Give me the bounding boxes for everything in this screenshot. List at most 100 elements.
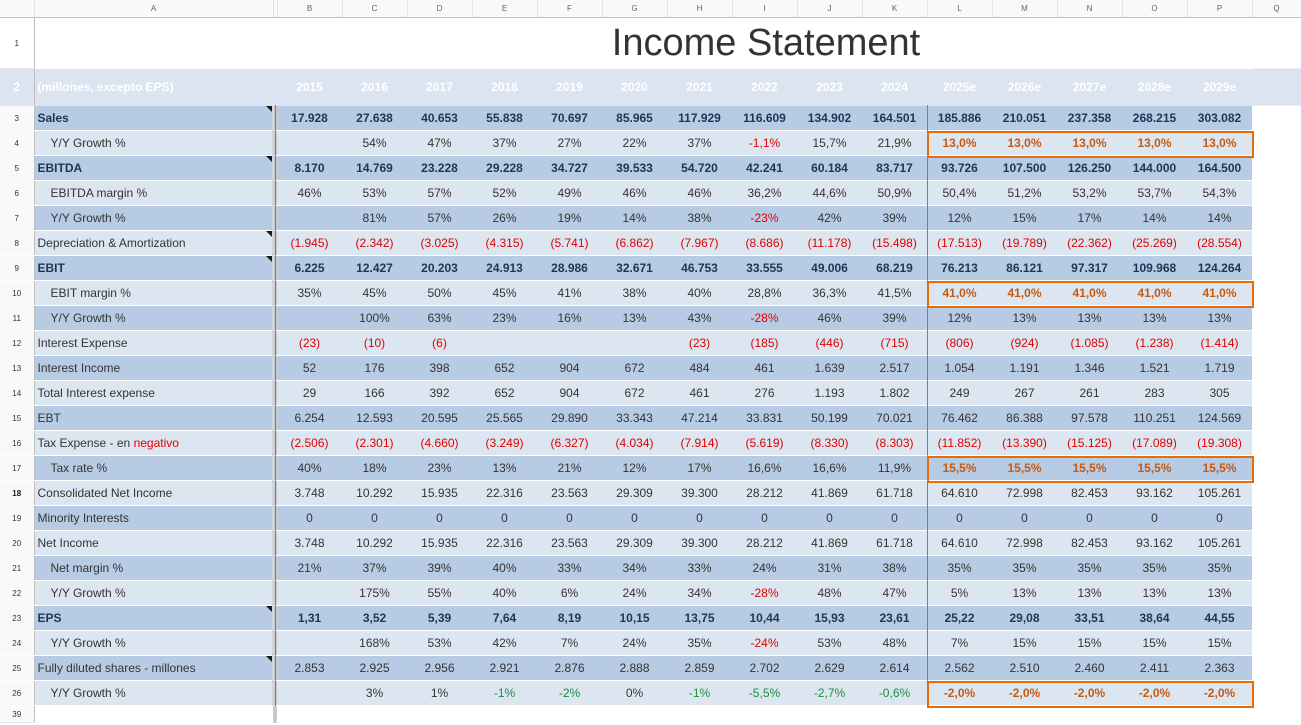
- value-cell[interactable]: 2.460: [1057, 655, 1122, 681]
- value-cell[interactable]: -2,0%: [1057, 680, 1122, 706]
- value-cell[interactable]: 34%: [602, 555, 667, 581]
- value-cell[interactable]: 29: [277, 380, 342, 406]
- value-cell[interactable]: 904: [537, 380, 602, 406]
- value-cell[interactable]: 46%: [277, 180, 342, 206]
- value-cell[interactable]: 267: [992, 380, 1057, 406]
- value-cell[interactable]: [277, 630, 342, 656]
- value-cell[interactable]: 1.639: [797, 355, 862, 381]
- value-cell[interactable]: 64.610: [927, 480, 992, 506]
- row-label[interactable]: Sales: [34, 105, 274, 131]
- row-label[interactable]: Tax Expense - en negativo: [34, 430, 274, 456]
- value-cell[interactable]: 0: [277, 505, 342, 531]
- value-cell[interactable]: 57%: [407, 180, 472, 206]
- value-cell[interactable]: 13%: [1057, 305, 1122, 331]
- value-cell[interactable]: -28%: [732, 305, 797, 331]
- value-cell[interactable]: 39%: [407, 555, 472, 581]
- value-cell[interactable]: 45%: [342, 280, 407, 306]
- value-cell[interactable]: 461: [732, 355, 797, 381]
- value-cell[interactable]: 15,5%: [927, 455, 992, 481]
- row-number[interactable]: 18: [0, 480, 35, 506]
- value-cell[interactable]: 15%: [1057, 630, 1122, 656]
- value-cell[interactable]: 1.054: [927, 355, 992, 381]
- column-header-d[interactable]: D: [407, 0, 473, 18]
- value-cell[interactable]: 8.170: [277, 155, 342, 181]
- value-cell[interactable]: 10.292: [342, 480, 407, 506]
- value-cell[interactable]: 13,0%: [1057, 130, 1122, 156]
- empty-cell[interactable]: [1252, 130, 1301, 156]
- note-indicator-icon[interactable]: [266, 156, 271, 162]
- value-cell[interactable]: 2.925: [342, 655, 407, 681]
- value-cell[interactable]: 2.876: [537, 655, 602, 681]
- value-cell[interactable]: 35%: [1187, 555, 1252, 581]
- value-cell[interactable]: 0: [732, 505, 797, 531]
- value-cell[interactable]: 164.501: [862, 105, 927, 131]
- value-cell[interactable]: 40.653: [407, 105, 472, 131]
- value-cell[interactable]: 2.921: [472, 655, 537, 681]
- value-cell[interactable]: 36,2%: [732, 180, 797, 206]
- value-cell[interactable]: 38%: [667, 205, 732, 231]
- row-number[interactable]: 23: [0, 605, 35, 631]
- value-cell[interactable]: 109.968: [1122, 255, 1187, 281]
- value-cell[interactable]: (7.914): [667, 430, 732, 456]
- column-header-q[interactable]: Q: [1252, 0, 1301, 18]
- row-label[interactable]: EBITDA: [34, 155, 274, 181]
- value-cell[interactable]: 50%: [407, 280, 472, 306]
- value-cell[interactable]: 210.051: [992, 105, 1057, 131]
- note-indicator-icon[interactable]: [266, 606, 271, 612]
- value-cell[interactable]: 48%: [862, 630, 927, 656]
- value-cell[interactable]: 249: [927, 380, 992, 406]
- value-cell[interactable]: 2.562: [927, 655, 992, 681]
- empty-cell[interactable]: [1122, 706, 1187, 723]
- empty-cell[interactable]: [34, 706, 273, 723]
- value-cell[interactable]: 15%: [1122, 630, 1187, 656]
- value-cell[interactable]: 35%: [1122, 555, 1187, 581]
- value-cell[interactable]: 0: [667, 505, 732, 531]
- value-cell[interactable]: 52: [277, 355, 342, 381]
- value-cell[interactable]: 70.697: [537, 105, 602, 131]
- value-cell[interactable]: 672: [602, 380, 667, 406]
- column-header-h[interactable]: H: [667, 0, 733, 18]
- value-cell[interactable]: 24%: [602, 630, 667, 656]
- value-cell[interactable]: 13,0%: [1187, 130, 1252, 156]
- column-header-e[interactable]: E: [472, 0, 538, 18]
- value-cell[interactable]: 16%: [537, 305, 602, 331]
- empty-cell[interactable]: [927, 706, 992, 723]
- value-cell[interactable]: 38%: [862, 555, 927, 581]
- value-cell[interactable]: (6.862): [602, 230, 667, 256]
- value-cell[interactable]: 11,9%: [862, 455, 927, 481]
- value-cell[interactable]: 93.162: [1122, 480, 1187, 506]
- value-cell[interactable]: -2,0%: [992, 680, 1057, 706]
- value-cell[interactable]: -1%: [472, 680, 537, 706]
- column-header-b[interactable]: B: [277, 0, 343, 18]
- value-cell[interactable]: -2,0%: [1122, 680, 1187, 706]
- value-cell[interactable]: 14%: [1187, 205, 1252, 231]
- value-cell[interactable]: 105.261: [1187, 530, 1252, 556]
- row-label[interactable]: EPS: [34, 605, 274, 631]
- value-cell[interactable]: 31%: [797, 555, 862, 581]
- empty-cell[interactable]: [537, 706, 602, 723]
- value-cell[interactable]: 64.610: [927, 530, 992, 556]
- value-cell[interactable]: 124.569: [1187, 405, 1252, 431]
- value-cell[interactable]: 41,0%: [1187, 280, 1252, 306]
- value-cell[interactable]: 3.748: [277, 530, 342, 556]
- column-header-f[interactable]: F: [537, 0, 603, 18]
- value-cell[interactable]: 41%: [537, 280, 602, 306]
- value-cell[interactable]: 22%: [602, 130, 667, 156]
- value-cell[interactable]: (3.249): [472, 430, 537, 456]
- note-indicator-icon[interactable]: [266, 256, 271, 262]
- year-header-cell[interactable]: 2020: [602, 68, 667, 106]
- value-cell[interactable]: 46%: [797, 305, 862, 331]
- value-cell[interactable]: 42.241: [732, 155, 797, 181]
- value-cell[interactable]: 72.998: [992, 480, 1057, 506]
- value-cell[interactable]: 41.869: [797, 530, 862, 556]
- value-cell[interactable]: 53,7%: [1122, 180, 1187, 206]
- value-cell[interactable]: 33%: [667, 555, 732, 581]
- value-cell[interactable]: -23%: [732, 205, 797, 231]
- empty-cell[interactable]: [1252, 555, 1301, 581]
- units-label[interactable]: (millones, excepto EPS): [34, 68, 273, 106]
- value-cell[interactable]: 12%: [927, 205, 992, 231]
- empty-cell[interactable]: [1252, 530, 1301, 556]
- row-number[interactable]: 7: [0, 205, 35, 231]
- value-cell[interactable]: 23.563: [537, 480, 602, 506]
- value-cell[interactable]: (23): [667, 330, 732, 356]
